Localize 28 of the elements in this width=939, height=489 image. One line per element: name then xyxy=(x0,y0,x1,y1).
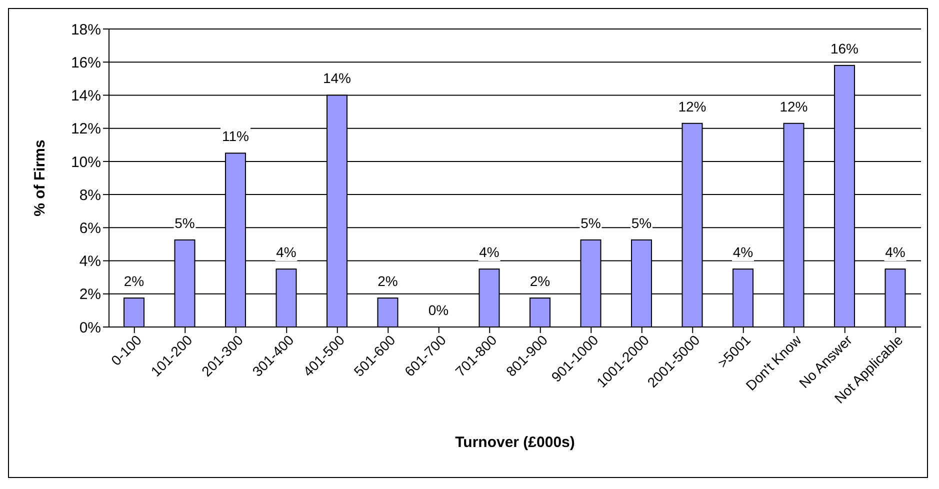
y-tick-label: 6% xyxy=(79,220,101,237)
data-label: 2% xyxy=(378,273,398,290)
y-tick-label: 12% xyxy=(70,120,101,138)
data-label: 5% xyxy=(631,214,652,231)
data-label: 5% xyxy=(580,214,601,231)
data-label: 12% xyxy=(780,98,808,114)
data-label: 5% xyxy=(174,214,195,231)
data-label: 0% xyxy=(428,302,449,318)
y-tick-label: 16% xyxy=(70,54,101,72)
data-label: 2% xyxy=(124,273,144,290)
data-label: 4% xyxy=(885,244,906,260)
x-axis-title: Turnover (£000s) xyxy=(455,434,575,451)
y-tick-label: 2% xyxy=(79,286,101,304)
data-label: 14% xyxy=(322,70,352,86)
y-tick-label: 0% xyxy=(79,319,101,336)
y-tick-label: 8% xyxy=(79,186,101,204)
data-label: 4% xyxy=(276,244,296,260)
data-label: 12% xyxy=(678,98,706,114)
y-axis-title: % of Firms xyxy=(31,140,48,216)
data-label: 2% xyxy=(530,273,550,290)
y-tick-label: 10% xyxy=(70,154,101,171)
y-tick-label: 18% xyxy=(70,21,101,38)
data-label: 16% xyxy=(830,40,859,56)
data-label: 4% xyxy=(732,244,754,260)
y-tick-label: 4% xyxy=(79,253,101,270)
data-label: 11% xyxy=(222,128,249,144)
y-tick-label: 14% xyxy=(70,88,101,105)
data-label: 4% xyxy=(479,244,500,260)
